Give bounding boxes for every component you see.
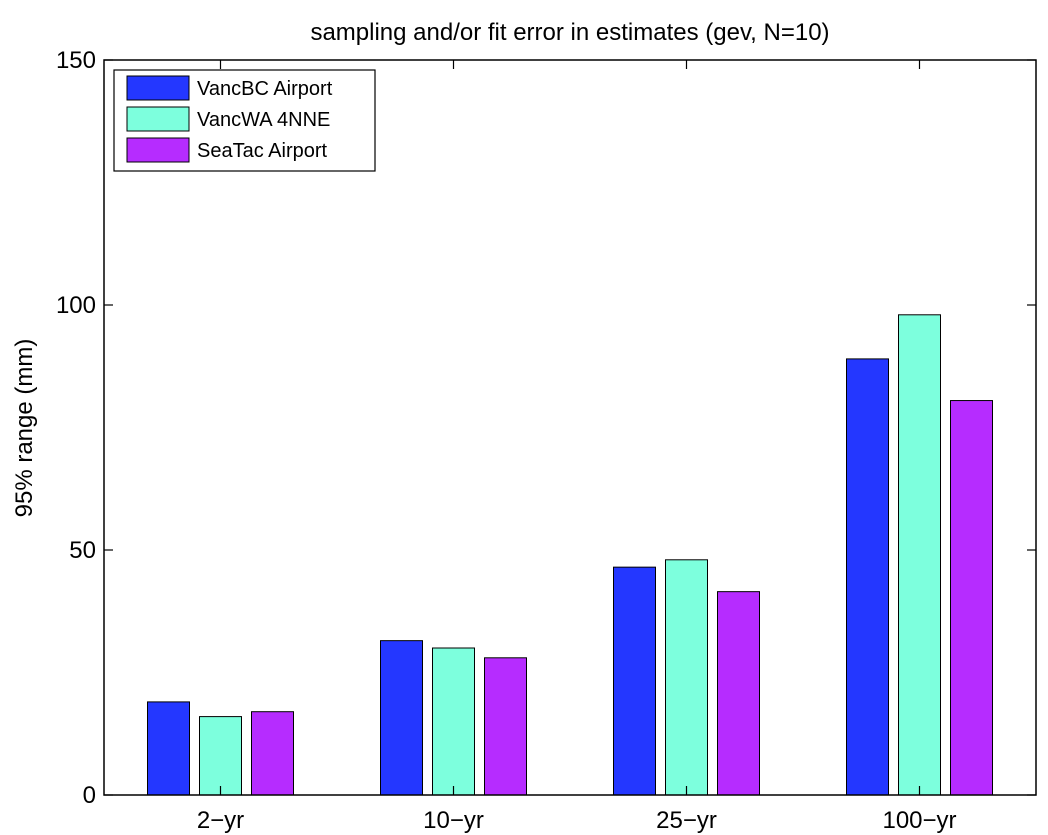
- legend-swatch: [126, 106, 190, 132]
- y-tick-label: 100: [56, 292, 96, 319]
- x-tick-label: 2−yr: [197, 807, 244, 834]
- bar-3-4: [950, 400, 993, 796]
- axes-layer: 2−yr 10−yr 25−yr 100−yr 0 50 100 150: [56, 47, 1036, 834]
- bar-1-2: [380, 640, 423, 796]
- bar-2-4: [898, 314, 941, 796]
- bar-2-2: [432, 647, 475, 796]
- x-tick-label: 100−yr: [882, 807, 956, 834]
- y-tick-label: 150: [56, 47, 96, 74]
- bar-1-1: [147, 701, 190, 796]
- legend: VancBC Airport VancWA 4NNE SeaTac Airport: [113, 69, 376, 172]
- bar-1-4: [846, 358, 889, 796]
- bar-3-2: [484, 657, 527, 796]
- bar-2-1: [199, 716, 242, 796]
- legend-swatch: [126, 75, 190, 101]
- legend-swatch: [126, 137, 190, 163]
- legend-label: SeaTac Airport: [197, 140, 328, 162]
- plot-area-frame: [103, 59, 1037, 796]
- x-tick-label: 25−yr: [656, 807, 717, 834]
- bar-3-3: [717, 591, 760, 796]
- legend-label: VancBC Airport: [197, 78, 333, 100]
- y-axis-label: 95% range (mm): [11, 339, 38, 518]
- legend-label: VancWA 4NNE: [197, 109, 330, 131]
- y-tick-label: 50: [69, 537, 96, 564]
- bar-2-3: [665, 559, 708, 796]
- y-tick-label: 0: [83, 782, 96, 809]
- chart-title: sampling and/or fit error in estimates (…: [310, 19, 829, 46]
- bar-3-1: [251, 711, 294, 796]
- bar-1-3: [613, 566, 656, 796]
- x-tick-label: 10−yr: [423, 807, 484, 834]
- bars-layer: [147, 314, 993, 796]
